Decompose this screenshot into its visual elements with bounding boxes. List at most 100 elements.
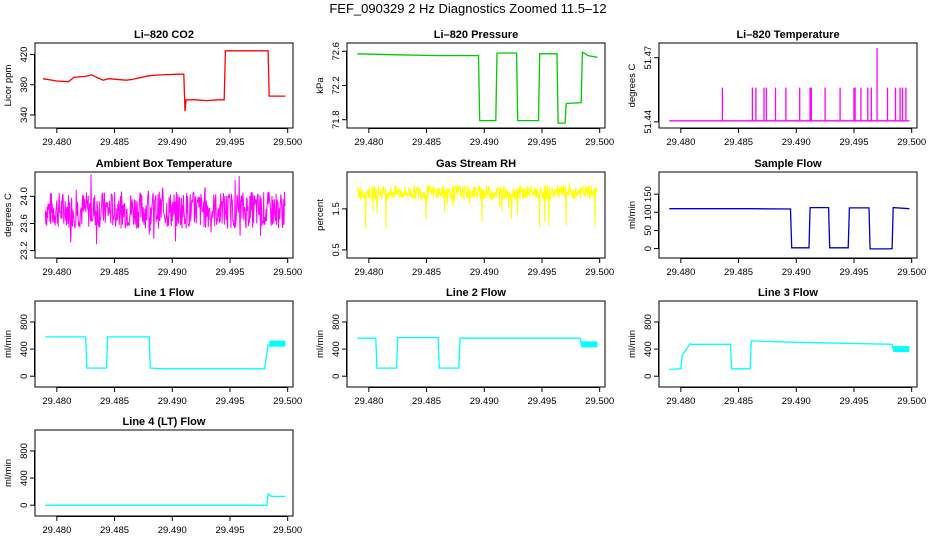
panel-3: Li–820 Temperature 29.480 29.485 29.490 29.4… [627,29,926,148]
panel-6: Sample Flow 29.480 29.485 29.490 29.495 29.50… [627,158,926,278]
data-series-line [45,336,286,370]
x-tick-label: 29.490 [158,396,187,407]
panel-2: Li–820 Pressure 29.480 29.485 29.490 29.495 2… [315,29,614,148]
y-axis-label: ml/min [3,330,14,358]
panel-title: Sample Flow [754,158,822,170]
panel-title: Gas Stream RH [436,158,516,170]
x-tick-label: 29.485 [412,137,441,148]
x-tick-label: 29.490 [470,267,499,278]
y-tick-label: 420 [19,47,30,63]
y-tick-label: 23.2 [19,241,30,260]
x-tick-label: 29.500 [273,267,302,278]
x-tick-label: 29.485 [100,137,129,148]
x-tick-label: 29.495 [839,396,868,407]
x-tick-label: 29.485 [724,396,753,407]
y-axis-label: kPa [315,77,326,94]
y-axis-label: ml/min [627,201,638,229]
panel-title: Line 3 Flow [758,287,818,299]
y-axis-label: ml/min [3,459,14,487]
y-tick-label: 400 [331,341,342,357]
x-tick-label: 29.495 [215,137,244,148]
x-tick-label: 29.490 [782,396,811,407]
y-tick-label: 340 [19,107,30,123]
panel-title: Line 2 Flow [446,287,506,299]
x-tick-label: 29.485 [100,396,129,407]
x-tick-label: 29.480 [42,396,71,407]
x-tick-label: 29.480 [666,267,695,278]
x-tick-label: 29.480 [354,267,383,278]
x-tick-label: 29.480 [42,525,71,536]
y-tick-label: 400 [643,341,654,357]
y-axis-label: ml/min [627,330,638,358]
y-axis-label: ml/min [315,330,326,358]
y-tick-label: 0.5 [331,243,342,256]
y-tick-label: 23.6 [19,214,30,233]
plot-frame [658,171,918,259]
x-tick-label: 29.495 [839,267,868,278]
panel-4: Ambient Box Temperature 29.480 29.485 29.49… [3,158,302,278]
x-tick-label: 29.500 [273,525,302,536]
y-tick-label: 72.2 [331,76,342,95]
y-tick-label: 400 [19,470,30,486]
x-tick-label: 29.495 [839,137,868,148]
x-tick-label: 29.490 [158,137,187,148]
data-series-line [356,183,598,229]
data-series-line [44,174,286,245]
x-tick-label: 29.480 [666,137,695,148]
x-tick-label: 29.500 [585,267,614,278]
panel-title: Ambient Box Temperature [96,158,233,170]
y-tick-label: 800 [331,314,342,330]
plot-frame [346,300,606,388]
y-tick-label: 0 [331,374,342,379]
figure-title: FEF_090329 2 Hz Diagnostics Zoomed 11.5–… [329,1,607,16]
data-series-line [42,50,286,112]
y-tick-label: 0 [19,374,30,379]
plot-frame [34,300,294,388]
plot-frame [34,429,294,517]
noise-band [581,341,598,348]
x-tick-label: 29.495 [527,396,556,407]
data-series-line [357,50,598,124]
y-tick-label: 0 [19,503,30,508]
y-tick-label: 50 [643,225,654,236]
panel-9: Line 3 Flow 29.480 29.485 29.490 29.495 29.50… [627,287,926,407]
y-tick-label: 800 [643,314,654,330]
y-axis-label: percent [315,199,326,231]
data-series-line [669,206,910,250]
y-tick-label: 800 [19,314,30,330]
x-tick-label: 29.500 [273,137,302,148]
panel-1: Li–820 CO2 29.480 29.485 29.490 29.495 29.500… [3,29,302,148]
data-series-line [669,340,910,371]
x-tick-label: 29.480 [666,396,695,407]
x-tick-label: 29.490 [470,396,499,407]
plot-frame [34,42,294,129]
x-tick-label: 29.490 [782,267,811,278]
y-tick-label: 24.0 [19,187,30,206]
y-tick-label: 51.44 [643,110,654,134]
x-tick-label: 29.480 [42,137,71,148]
panel-title: Li–820 Temperature [736,29,839,41]
y-axis-label: degrees C [627,63,638,107]
x-tick-label: 29.495 [527,267,556,278]
y-tick-label: 380 [19,77,30,93]
x-tick-label: 29.480 [42,267,71,278]
x-tick-label: 29.485 [100,267,129,278]
x-tick-label: 29.485 [724,137,753,148]
x-tick-label: 29.485 [412,267,441,278]
panel-title: Li–820 Pressure [434,29,518,41]
x-tick-label: 29.495 [215,396,244,407]
y-tick-label: 1.5 [331,202,342,215]
panel-7: Line 1 Flow 29.480 29.485 29.490 29.495 29.50… [3,287,302,407]
x-tick-label: 29.485 [724,267,753,278]
panel-8: Line 2 Flow 29.480 29.485 29.490 29.495 29.50… [315,287,614,407]
panel-title: Line 1 Flow [134,287,194,299]
panel-10: Line 4 (LT) Flow 29.480 29.485 29.490 29.495… [3,416,302,536]
plot-frame [658,42,918,129]
x-tick-label: 29.495 [527,137,556,148]
data-series-line [45,492,286,506]
y-tick-label: 800 [19,443,30,459]
y-tick-label: 400 [19,341,30,357]
x-tick-label: 29.495 [215,525,244,536]
data-series-line [357,336,598,369]
